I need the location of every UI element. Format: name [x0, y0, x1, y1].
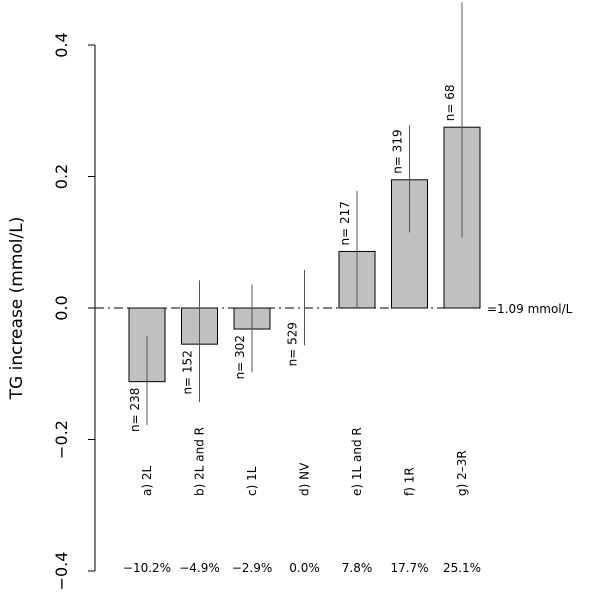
y-tick-label: −0.4 [52, 552, 71, 591]
n-label: n= 529 [286, 322, 300, 366]
category-label: g) 2–3R [455, 450, 469, 496]
percent-label: −2.9% [232, 561, 273, 575]
y-tick-label: 0.4 [52, 32, 71, 57]
category-label: e) 1L and R [350, 427, 364, 496]
percent-label: 25.1% [443, 561, 481, 575]
y-tick-label: −0.2 [52, 420, 71, 459]
reference-line-group: =1.09 mmol/L [95, 302, 573, 316]
y-tick-label: 0.0 [52, 295, 71, 320]
y-axis: −0.4 −0.2 0.0 0.2 0.4 TG increase (mmol/L) [7, 32, 96, 591]
labels-group: n= 238 a) 2L −10.2% n= 152 b) 2L and R −4.9% n… [123, 84, 481, 575]
category-label: c) 1L [245, 466, 259, 496]
percent-label: −10.2% [123, 561, 171, 575]
category-label: d) NV [298, 462, 312, 496]
category-label: a) 2L [140, 466, 154, 496]
n-label: n= 217 [338, 201, 352, 245]
n-label: n= 238 [128, 388, 142, 432]
category-label: b) 2L and R [193, 427, 207, 496]
reference-line-label: =1.09 mmol/L [487, 302, 573, 316]
n-label: n= 68 [443, 84, 457, 121]
y-tick-label: 0.2 [52, 164, 71, 189]
percent-label: 0.0% [289, 561, 320, 575]
n-label: n= 319 [391, 129, 405, 173]
n-label: n= 302 [233, 335, 247, 379]
category-label: f) 1R [403, 467, 417, 496]
percent-label: 7.8% [342, 561, 373, 575]
bars-group [128, 2, 481, 426]
percent-label: −4.9% [179, 561, 220, 575]
n-label: n= 152 [181, 350, 195, 394]
y-axis-title: TG increase (mmol/L) [7, 217, 27, 401]
percent-label: 17.7% [390, 561, 428, 575]
